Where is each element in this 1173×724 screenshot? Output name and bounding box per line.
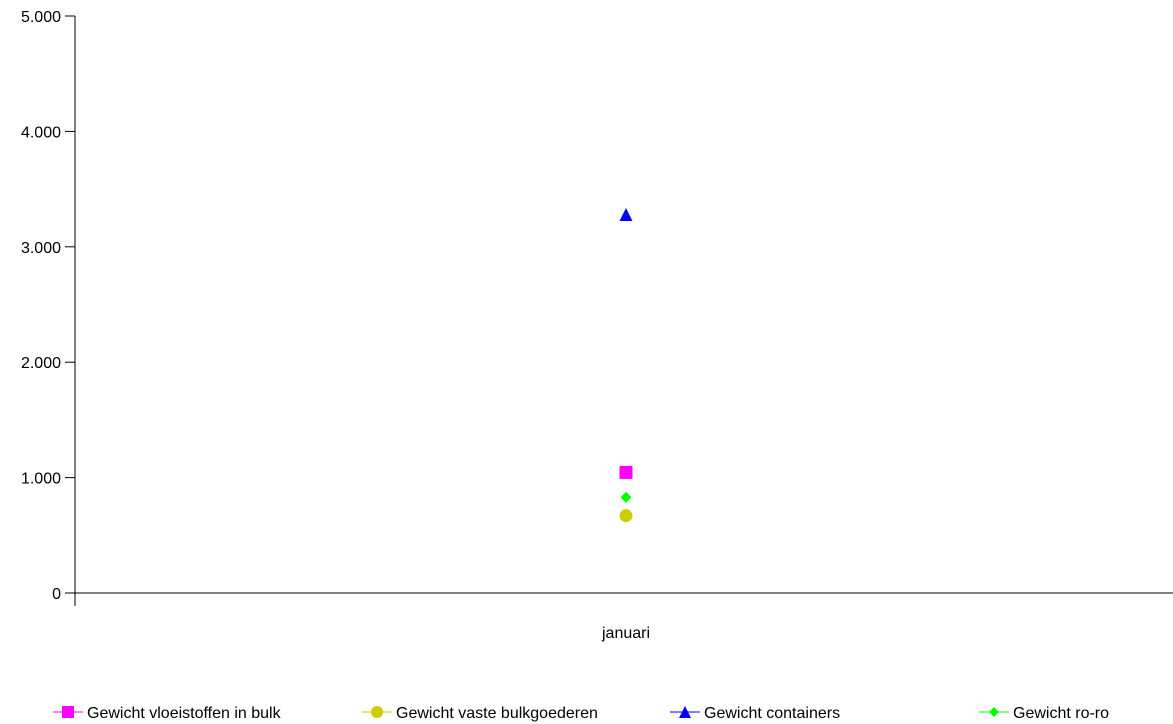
y-tick-label: 1.000 <box>21 471 61 488</box>
y-tick-label: 4.000 <box>21 124 61 141</box>
legend-marker <box>679 706 691 718</box>
y-tick-label: 5.000 <box>21 9 61 26</box>
y-tick-label: 2.000 <box>21 355 61 372</box>
data-points <box>619 207 633 523</box>
data-point <box>620 491 632 503</box>
legend-item: Gewicht ro-ro <box>979 705 1109 722</box>
data-point <box>619 509 633 523</box>
legend-label: Gewicht ro-ro <box>1013 705 1109 722</box>
x-tick-group: januari <box>601 625 650 642</box>
legend-item: Gewicht containers <box>670 705 840 722</box>
legend-item: Gewicht vaste bulkgoederen <box>362 705 598 722</box>
legend-marker <box>371 706 383 718</box>
legend-marker <box>989 707 999 717</box>
legend-label: Gewicht containers <box>704 705 840 722</box>
legend-label: Gewicht vloeistoffen in bulk <box>87 705 282 722</box>
y-tick-group: 0 1.000 2.000 3.000 4.000 5.000 <box>21 9 75 603</box>
data-point <box>619 465 633 479</box>
legend-item: Gewicht vloeistoffen in bulk <box>53 705 282 722</box>
data-point <box>619 207 633 221</box>
legend-label: Gewicht vaste bulkgoederen <box>396 705 598 722</box>
legend-marker <box>62 706 74 718</box>
x-tick-label: januari <box>601 625 650 642</box>
y-tick-label: 3.000 <box>21 240 61 257</box>
legend: Gewicht vloeistoffen in bulk Gewicht vast… <box>53 705 1109 722</box>
y-tick-label: 0 <box>52 586 61 603</box>
